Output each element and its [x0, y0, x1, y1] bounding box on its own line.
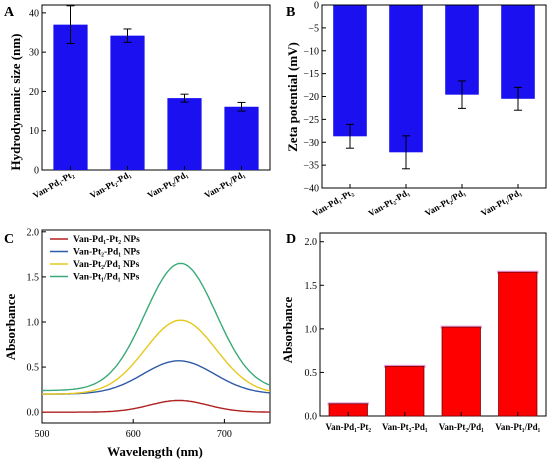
y-tick-label: −15 [303, 69, 319, 80]
panel-c-chart: 0.0 0.5 1.0 1.5 2.0 500 600 700 Van-Pd₁-Pt₂ NPs V… [27, 227, 271, 440]
y-tick-label: 0.5 [27, 363, 40, 374]
bar [498, 271, 538, 417]
panel-c-letter: C [4, 232, 14, 247]
category-label: Van-Pt₁/Pd₁ [479, 187, 523, 218]
category-label: Van-Pt₁/Pd₁ [202, 169, 246, 200]
series-line [42, 319, 271, 395]
y-tick-label: −35 [303, 161, 319, 172]
y-tick-label: 0.5 [305, 368, 318, 379]
panel-d-letter: D [286, 232, 296, 247]
y-tick-label: 1.0 [305, 324, 318, 335]
category-label: Van-Pt₂-Pd₁ [367, 187, 412, 219]
y-tick-label: 0 [314, 1, 319, 12]
y-tick-label: 10 [29, 126, 39, 137]
panel-c-ylabel: Absorbance [3, 294, 18, 361]
y-tick-label: −30 [303, 138, 319, 149]
y-tick-label: −40 [303, 184, 319, 195]
bar [53, 24, 88, 171]
category-label: Van-Pt₁/Pd₁ [495, 422, 540, 432]
y-tick-label: 40 [29, 8, 39, 19]
y-tick-label: 1.0 [27, 317, 40, 328]
y-tick-label: −25 [303, 115, 319, 126]
plot-frame [41, 4, 271, 171]
x-tick-label: 700 [217, 429, 232, 440]
series-line [42, 399, 270, 413]
panel-d-chart: 0.0 0.5 1.0 1.5 2.0 Van-Pd₁-Pt₂ Van-Pt₂-Pd₁ Van… [305, 232, 547, 432]
legend-label: Van-Pd₁-Pt₂ NPs [73, 235, 140, 245]
category-label: Van-Pt₂/Pd₁ [423, 187, 467, 218]
legend-label: Van-Pt₂/Pd₁ NPs [73, 260, 140, 270]
panel-d-ylabel: Absorbance [280, 297, 295, 364]
panel-b-ylabel: Zeta potential (mV) [285, 42, 300, 152]
y-tick-label: 2.0 [305, 237, 318, 248]
y-tick-label: 0 [34, 166, 39, 177]
bar [333, 5, 367, 137]
bar [224, 106, 259, 170]
bar [110, 35, 145, 171]
y-tick-label: 20 [29, 87, 39, 98]
legend-label: Van-Pt₂-Pd₁ NPs [73, 248, 140, 258]
plot-frame [319, 232, 547, 417]
bar [445, 5, 479, 95]
y-tick-label: 1.5 [305, 281, 318, 292]
y-tick-label: −5 [308, 23, 319, 34]
y-tick-label: 0.0 [27, 408, 40, 419]
y-tick-label: 1.5 [27, 272, 40, 283]
bar [389, 5, 423, 153]
bar [441, 326, 481, 417]
bar [385, 365, 425, 417]
y-tick-label: 2.0 [27, 227, 40, 238]
category-label: Van-Pt₂-Pd₁ [88, 169, 133, 201]
category-label: Van-Pt₂/Pd₁ [145, 169, 189, 200]
y-tick-label: −10 [303, 46, 319, 57]
plot-frame [41, 229, 271, 424]
x-tick-label: 500 [35, 429, 50, 440]
legend-label: Van-Pt₁/Pd₁ NPs [73, 273, 140, 283]
y-tick-label: 0.0 [305, 412, 318, 423]
panel-a-letter: A [4, 5, 15, 20]
category-label: Van-Pd₁-Pt₂ [325, 422, 371, 432]
y-tick-label: −20 [303, 92, 319, 103]
bar [167, 98, 202, 170]
bar [501, 5, 535, 99]
panel-b-letter: B [286, 5, 295, 20]
category-label: Van-Pt₂/Pd₁ [439, 422, 484, 432]
panel-c-xlabel: Wavelength (nm) [107, 444, 203, 459]
series-line [42, 262, 271, 392]
x-tick-label: 600 [126, 429, 141, 440]
category-label: Van-Pt₂-Pd₁ [382, 422, 428, 432]
y-tick-label: 30 [29, 48, 39, 59]
panel-a-ylabel: Hydrodynamic size (nm) [8, 34, 23, 171]
